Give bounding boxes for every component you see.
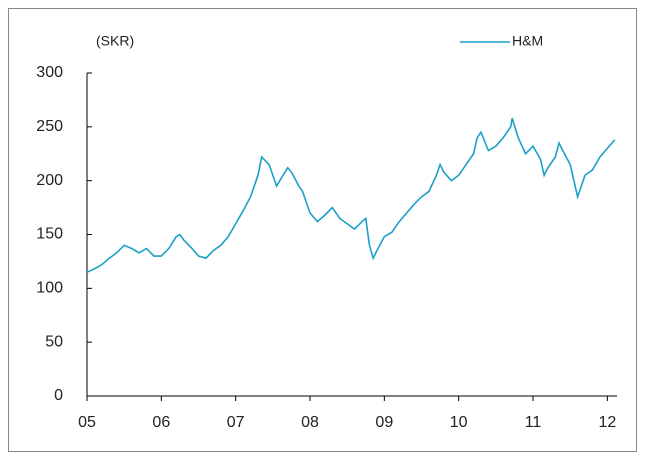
x-tick-label: 12 xyxy=(598,414,616,431)
y-axis-label: (SKR) xyxy=(96,33,134,49)
y-tick-label: 200 xyxy=(36,172,63,189)
x-tick-label: 10 xyxy=(450,414,468,431)
legend-label: H&M xyxy=(512,33,543,49)
x-tick-label: 05 xyxy=(78,414,96,431)
y-tick-label: 100 xyxy=(36,280,63,297)
x-tick-label: 06 xyxy=(152,414,170,431)
y-tick-label: 150 xyxy=(36,226,63,243)
y-tick-label: 0 xyxy=(54,387,63,404)
x-tick-label: 07 xyxy=(227,414,245,431)
x-tick-label: 09 xyxy=(375,414,393,431)
y-tick-label: 300 xyxy=(36,64,63,81)
frame xyxy=(8,8,637,452)
y-tick-label: 50 xyxy=(45,333,63,350)
x-tick-label: 11 xyxy=(525,414,542,431)
y-tick-label: 250 xyxy=(36,118,63,135)
line-series xyxy=(86,117,616,273)
x-tick-label: 08 xyxy=(301,414,319,431)
